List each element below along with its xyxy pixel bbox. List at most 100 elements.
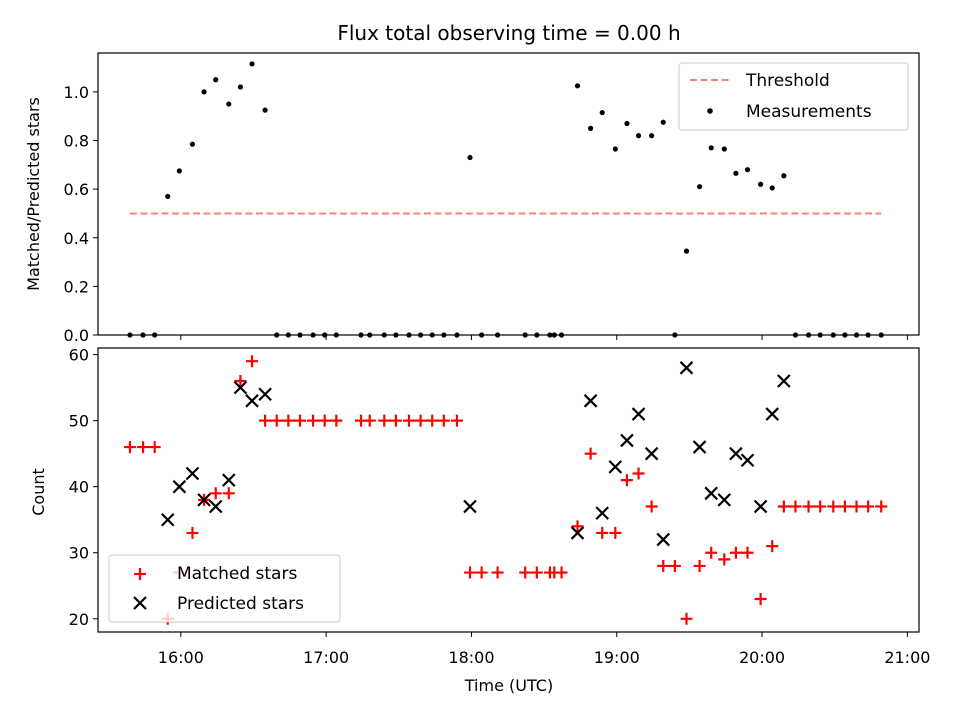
matched-star-point: [705, 546, 718, 559]
matched-star-point: [668, 559, 681, 572]
matched-star-point: [137, 441, 150, 454]
matched-star-point: [609, 526, 622, 539]
matched-star-point: [234, 375, 247, 388]
predicted-star-point: [595, 506, 610, 520]
bottom-y-tick-label: 60: [69, 346, 89, 365]
top-legend-box: [678, 62, 909, 131]
predicted-star-point: [620, 433, 634, 448]
matched-star-point: [123, 441, 136, 454]
predicted-star-point: [692, 440, 707, 454]
measurement-point: [683, 248, 690, 254]
predicted-star-point: [656, 532, 671, 547]
bottom-y-tick-label: 40: [69, 478, 89, 497]
matched-star-point: [186, 526, 199, 539]
predicted-star-point: [644, 446, 659, 461]
measurement-point: [588, 125, 594, 131]
matched-star-point: [209, 487, 222, 500]
measurement-point: [708, 145, 714, 151]
matched-star-point: [814, 500, 827, 513]
matched-star-point: [148, 441, 161, 454]
measurement-point: [201, 89, 207, 95]
measurement-point: [733, 170, 739, 176]
bottom-y-tick-label: 30: [69, 544, 89, 563]
matched-star-point: [519, 566, 532, 579]
matched-star-point: [620, 474, 633, 487]
measurement-point: [660, 119, 666, 125]
predicted-star-point: [245, 394, 259, 408]
matched-star-point: [318, 414, 331, 427]
matched-star-point: [246, 355, 259, 368]
predicted-star-point: [583, 394, 598, 408]
predicted-star-point: [233, 380, 248, 395]
matched-star-point: [789, 500, 802, 513]
predicted-star-point: [172, 479, 187, 494]
matched-star-point: [729, 546, 742, 559]
predicted-star-point: [570, 526, 585, 540]
matched-star-point: [363, 414, 376, 427]
measurement-point: [758, 181, 764, 187]
legend-matched-label: Matched stars: [177, 564, 297, 584]
predicted-star-point: [222, 473, 236, 487]
predicted-star-point: [753, 499, 768, 514]
top-y-tick-label: 0.8: [64, 132, 89, 151]
matched-star-point: [450, 414, 463, 427]
matched-star-point: [222, 487, 235, 500]
predicted-star-point: [679, 361, 694, 375]
matched-star-point: [414, 414, 427, 427]
predicted-star-point: [631, 407, 646, 421]
measurement-point: [189, 141, 196, 147]
top-legend: Threshold Measurements: [678, 62, 909, 131]
predicted-star-point: [717, 493, 732, 507]
predicted-star-point: [463, 499, 477, 514]
top-y-tick-label: 0.4: [64, 229, 89, 248]
predicted-star-point: [208, 499, 223, 514]
matched-star-point: [584, 447, 597, 460]
matched-star-point: [330, 414, 343, 427]
bottom-axes: Count Time (UTC) 20 30 40 50 60 16:00 17:00 18:…: [29, 346, 930, 695]
matched-star-point: [596, 526, 609, 539]
matched-star-point: [463, 566, 476, 579]
predicted-star-point: [729, 446, 743, 461]
bottom-x-tick-label: 19:00: [594, 648, 640, 667]
measurement-point: [599, 109, 605, 116]
matched-star-point: [777, 500, 790, 513]
matched-star-point: [555, 566, 568, 579]
matched-star-point: [754, 592, 767, 605]
measurement-point: [467, 154, 473, 161]
legend-measurements-swatch: [707, 108, 713, 114]
matched-star-point: [875, 500, 888, 513]
matched-star-point: [827, 500, 840, 513]
predicted-star-point: [608, 460, 623, 474]
predicted-star-point: [160, 512, 175, 527]
bottom-y-axis-label: Count: [29, 468, 48, 516]
measurement-point: [249, 61, 255, 67]
bottom-x-tick-label: 17:00: [303, 648, 349, 667]
bottom-axes-frame: [97, 347, 920, 633]
measurement-point: [612, 146, 618, 152]
legend-predicted-label: Predicted stars: [177, 594, 304, 614]
predicted-star-point: [197, 493, 211, 507]
measurement-point: [744, 167, 751, 173]
measurement-point: [176, 168, 182, 174]
measurement-point: [213, 77, 219, 83]
matched-star-point: [571, 520, 584, 533]
matched-star-point: [389, 414, 402, 427]
measurement-point: [721, 146, 727, 152]
matched-star-point: [693, 559, 706, 572]
matched-star-point: [862, 500, 875, 513]
chart-title: Flux total observing time = 0.00 h: [337, 21, 680, 45]
bottom-y-tick-label: 20: [69, 610, 89, 629]
predicted-star-point: [777, 374, 791, 388]
measurement-point: [635, 133, 642, 139]
measurement-point: [262, 107, 268, 113]
predicted-star-point: [765, 407, 780, 421]
matched-star-point: [426, 414, 439, 427]
predicted-star-point: [740, 453, 755, 468]
matched-star-point: [402, 414, 415, 427]
matched-star-point: [530, 566, 543, 579]
predicted-star-point: [258, 387, 272, 402]
bottom-x-tick-label: 20:00: [739, 648, 785, 667]
matched-star-point: [680, 612, 693, 625]
bottom-x-tick-label: 16:00: [158, 648, 204, 667]
